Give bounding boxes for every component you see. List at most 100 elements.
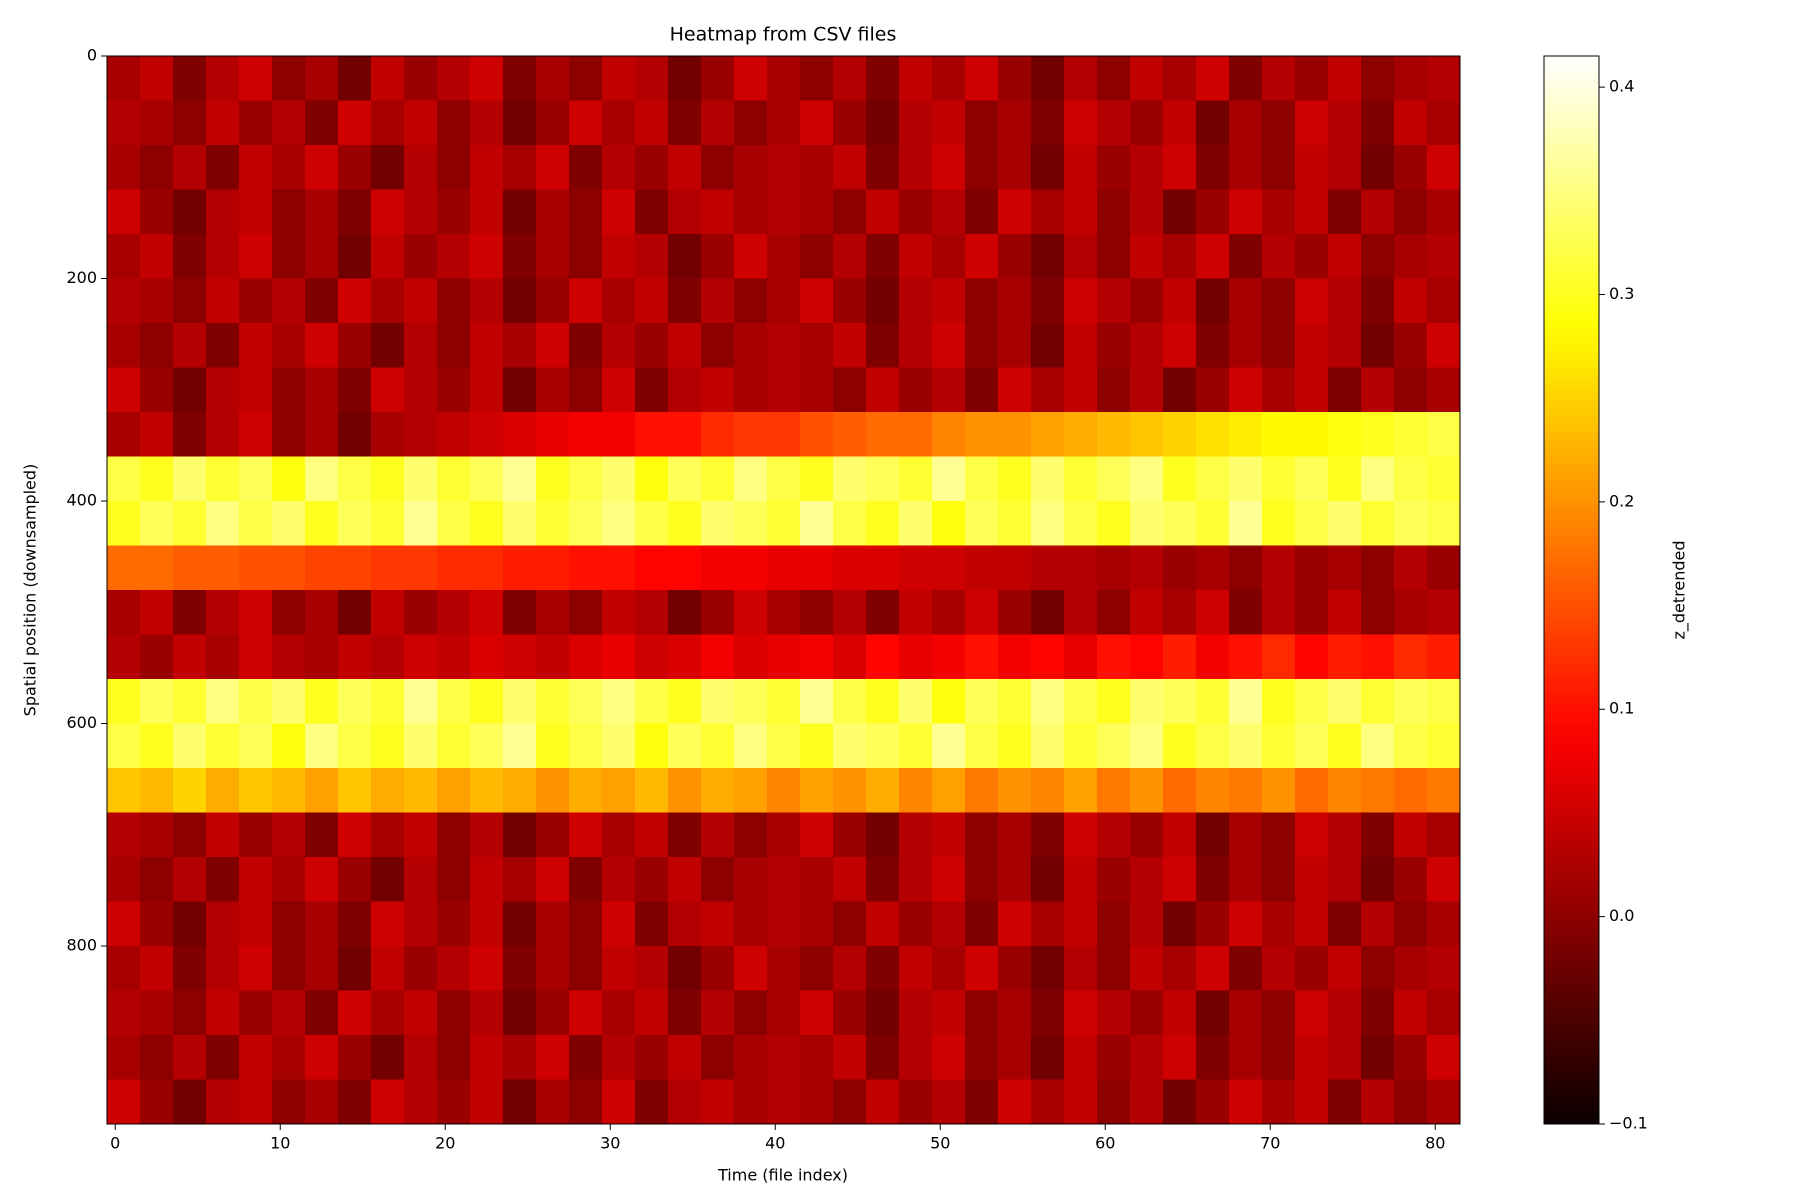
heatmap-cell (1295, 857, 1329, 902)
heatmap-cell (1097, 367, 1131, 413)
heatmap-cell (1163, 501, 1197, 546)
heatmap-cell (668, 145, 702, 190)
heatmap-cell (866, 145, 900, 190)
heatmap-cell (371, 1035, 405, 1080)
heatmap-cell (998, 145, 1032, 190)
heatmap-cell (1163, 723, 1197, 769)
heatmap-cell (833, 412, 867, 457)
heatmap-cell (107, 590, 141, 635)
heatmap-cell (701, 323, 735, 368)
heatmap-cell (404, 145, 438, 190)
heatmap-cell (1163, 946, 1197, 991)
heatmap-cell (734, 857, 768, 902)
heatmap-cell (305, 278, 339, 324)
heatmap-cell (635, 278, 669, 324)
heatmap-cell (569, 56, 603, 101)
heatmap-cell (701, 590, 735, 635)
heatmap-cell (602, 768, 636, 813)
heatmap-cell (701, 189, 735, 235)
heatmap-cell (569, 501, 603, 546)
heatmap-cell (602, 145, 636, 190)
heatmap-cell (1097, 234, 1131, 279)
heatmap-cell (338, 1035, 372, 1080)
heatmap-cell (272, 456, 306, 502)
heatmap-cell (635, 857, 669, 902)
heatmap-cell (1163, 100, 1197, 146)
heatmap-cell (1196, 145, 1230, 190)
heatmap-cell (1328, 946, 1362, 991)
heatmap-cell (371, 679, 405, 724)
heatmap-cell (569, 990, 603, 1036)
heatmap-cell (107, 812, 141, 858)
heatmap-cell (437, 723, 471, 769)
heatmap-cell (1097, 946, 1131, 991)
heatmap-cell (371, 323, 405, 368)
heatmap-cell (965, 634, 999, 680)
heatmap-cell (1031, 679, 1065, 724)
heatmap-cell (1163, 634, 1197, 680)
heatmap-cell (1031, 723, 1065, 769)
heatmap-cell (701, 634, 735, 680)
heatmap-cell (1262, 545, 1296, 591)
heatmap-cell (1262, 857, 1296, 902)
heatmap-cell (371, 56, 405, 101)
heatmap-cell (206, 412, 240, 457)
heatmap-cell (1328, 367, 1362, 413)
heatmap-cell (734, 679, 768, 724)
heatmap-cell (305, 1035, 339, 1080)
y-tick-label: 600 (66, 713, 97, 732)
heatmap-cell (1427, 946, 1461, 991)
heatmap-cell (536, 768, 570, 813)
heatmap-cell (635, 456, 669, 502)
heatmap-cell (635, 189, 669, 235)
heatmap-cell (701, 56, 735, 101)
heatmap-cell (338, 634, 372, 680)
heatmap-cell (371, 367, 405, 413)
heatmap-cell (1394, 1079, 1428, 1125)
heatmap-cell (1394, 56, 1428, 101)
heatmap-cell (536, 545, 570, 591)
heatmap-cell (536, 990, 570, 1036)
colorbar-label: z_detrended (1670, 540, 1690, 639)
heatmap-cell (1328, 545, 1362, 591)
heatmap-cell (998, 1035, 1032, 1080)
heatmap-cell (1295, 56, 1329, 101)
heatmap-cell (107, 323, 141, 368)
heatmap-cell (404, 723, 438, 769)
heatmap-cell (866, 901, 900, 947)
heatmap-cell (734, 545, 768, 591)
heatmap-cell (899, 367, 933, 413)
heatmap-cell (1361, 100, 1395, 146)
heatmap-cell (305, 501, 339, 546)
heatmap-cell (833, 367, 867, 413)
heatmap-cell (866, 812, 900, 858)
heatmap-cell (437, 56, 471, 101)
heatmap-cell (1295, 723, 1329, 769)
heatmap-cell (701, 679, 735, 724)
heatmap-cell (668, 412, 702, 457)
heatmap-cell (206, 812, 240, 858)
heatmap-cell (1031, 56, 1065, 101)
heatmap-cell (1130, 723, 1164, 769)
heatmap-cell (800, 812, 834, 858)
heatmap-cell (1328, 1035, 1362, 1080)
heatmap-cell (602, 545, 636, 591)
heatmap-cell (1064, 946, 1098, 991)
heatmap-cell (1229, 946, 1263, 991)
heatmap-cell (1097, 990, 1131, 1036)
heatmap-cell (635, 590, 669, 635)
heatmap-cell (932, 990, 966, 1036)
heatmap-cell (1427, 1079, 1461, 1125)
heatmap-cell (866, 1079, 900, 1125)
heatmap-cell (437, 323, 471, 368)
heatmap-cell (899, 679, 933, 724)
heatmap-cell (173, 323, 207, 368)
heatmap-cell (371, 278, 405, 324)
heatmap-cell (1229, 100, 1263, 146)
heatmap-cell (107, 367, 141, 413)
heatmap-cell (1394, 857, 1428, 902)
heatmap-cell (140, 901, 174, 947)
heatmap-cell (899, 1079, 933, 1125)
heatmap-cell (437, 990, 471, 1036)
heatmap-cell (1394, 456, 1428, 502)
